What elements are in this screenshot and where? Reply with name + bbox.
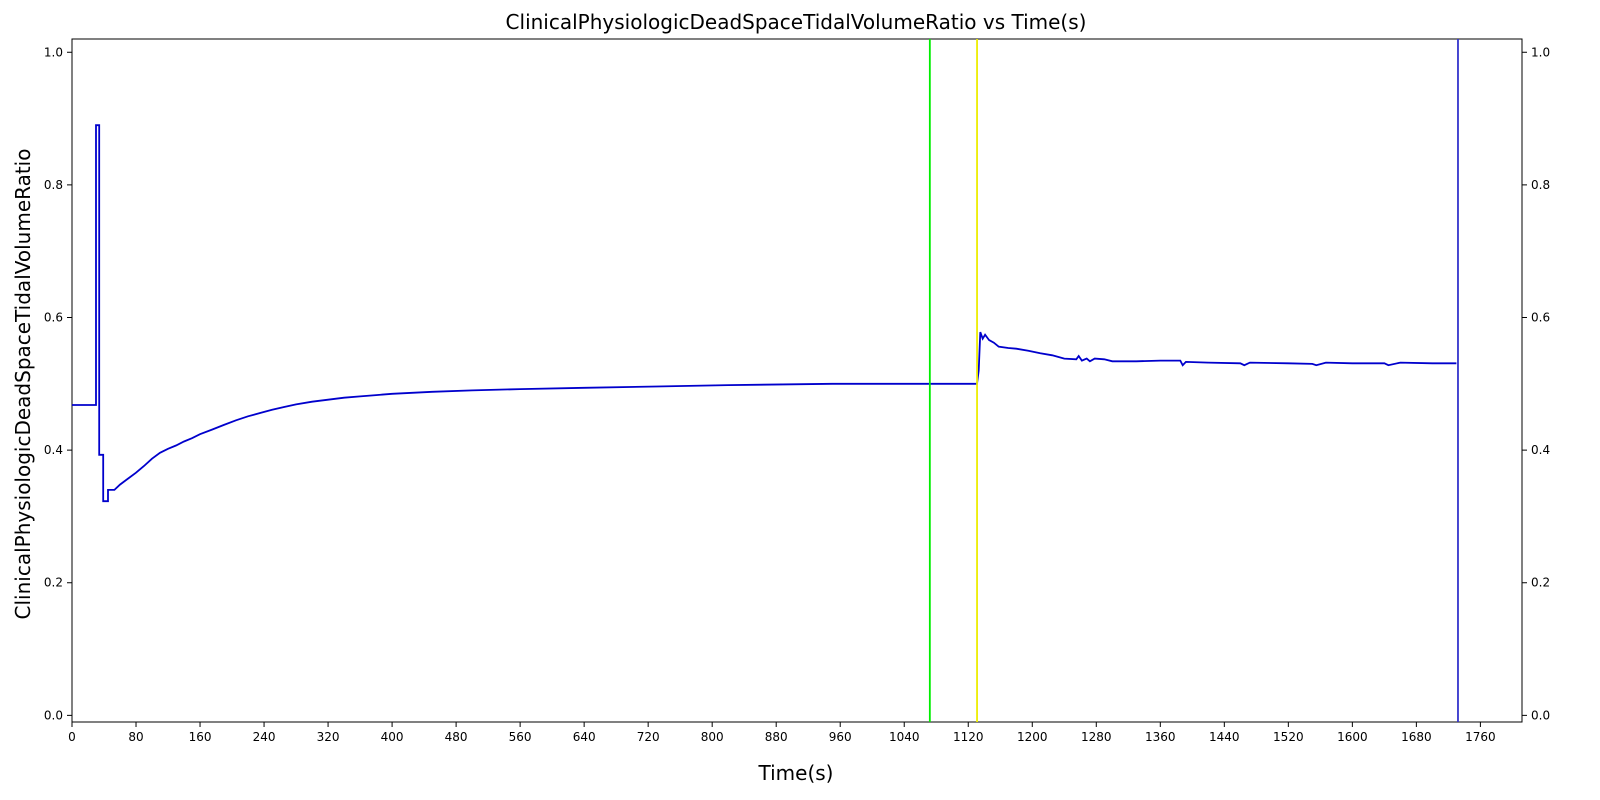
x-tick-label: 1120 — [953, 730, 984, 744]
x-tick-label: 1680 — [1401, 730, 1432, 744]
x-tick-label: 0 — [68, 730, 76, 744]
y-tick-label: 0.4 — [44, 443, 63, 457]
chart-title: ClinicalPhysiologicDeadSpaceTidalVolumeR… — [506, 10, 1087, 34]
y-tick-label: 0.8 — [44, 178, 63, 192]
y-tick-label: 0.6 — [44, 311, 63, 325]
x-tick-label: 160 — [189, 730, 212, 744]
right-y-tick-label: 0.6 — [1531, 311, 1550, 325]
plot-area: 0 80 160 240 320 400 480 560 640 720 800 880 960 1040… — [44, 38, 1550, 744]
y-tick-label: 0.0 — [44, 708, 63, 722]
x-tick-label: 80 — [128, 730, 143, 744]
right-y-tick-label: 0.4 — [1531, 443, 1550, 457]
x-tick-label: 400 — [381, 730, 404, 744]
y-axis-label: ClinicalPhysiologicDeadSpaceTidalVolumeR… — [11, 149, 35, 620]
x-tick-label: 1040 — [889, 730, 920, 744]
y-tick-label: 0.2 — [44, 576, 63, 590]
x-tick-label: 320 — [317, 730, 340, 744]
x-tick-label: 1520 — [1273, 730, 1304, 744]
right-y-tick-label: 0.2 — [1531, 576, 1550, 590]
x-tick-label: 1200 — [1017, 730, 1048, 744]
x-tick-label: 1600 — [1337, 730, 1368, 744]
x-tick-label: 1440 — [1209, 730, 1240, 744]
plot-frame — [71, 38, 1523, 723]
y-tick-label: 1.0 — [44, 45, 63, 59]
x-tick-label: 240 — [253, 730, 276, 744]
x-tick-label: 560 — [509, 730, 532, 744]
x-tick-label: 1280 — [1081, 730, 1112, 744]
x-tick-label: 960 — [829, 730, 852, 744]
x-tick-label: 480 — [445, 730, 468, 744]
right-y-tick-label: 0.8 — [1531, 178, 1550, 192]
right-y-tick-label: 1.0 — [1531, 45, 1550, 59]
x-tick-label: 1360 — [1145, 730, 1176, 744]
x-tick-label: 640 — [573, 730, 596, 744]
right-y-tick-label: 0.0 — [1531, 708, 1550, 722]
x-tick-label: 800 — [701, 730, 724, 744]
series-line — [72, 124, 1457, 503]
x-tick-label: 720 — [637, 730, 660, 744]
x-tick-label: 1760 — [1465, 730, 1496, 744]
x-tick-label: 880 — [765, 730, 788, 744]
x-axis-label: Time(s) — [758, 761, 834, 785]
